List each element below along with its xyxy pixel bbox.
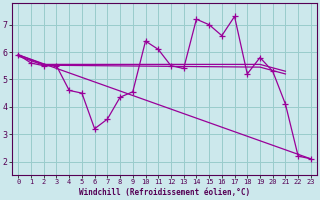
X-axis label: Windchill (Refroidissement éolien,°C): Windchill (Refroidissement éolien,°C) bbox=[79, 188, 250, 197]
